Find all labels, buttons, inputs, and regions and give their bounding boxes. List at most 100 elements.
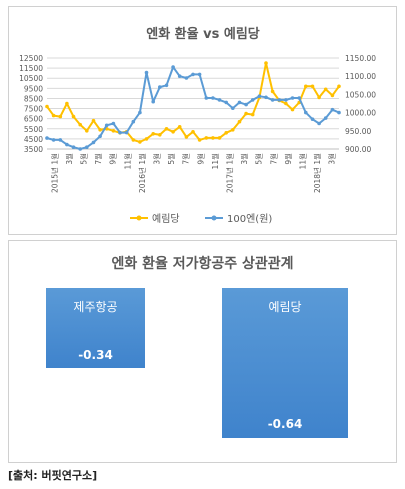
legend-marker-jpy100 (211, 215, 217, 221)
y-left-tick-label: 8500 (24, 94, 43, 103)
data-point-yearimdang (317, 95, 321, 100)
data-point-yearimdang (231, 128, 235, 132)
data-point-yearimdang (197, 138, 202, 142)
x-tick-label: 2018년 1월 (312, 153, 322, 193)
bar-jejuair: 제주항공 -0.34 (46, 288, 145, 368)
data-point-yearimdang (284, 101, 288, 106)
legend-label-jpy100: 100엔(원) (227, 213, 272, 225)
x-tick-label: 9월 (108, 153, 118, 165)
data-point-yearimdang (171, 130, 175, 134)
data-point-jpy100 (45, 136, 49, 140)
data-point-jpy100 (337, 110, 341, 115)
data-point-jpy100 (231, 106, 235, 110)
data-point-jpy100 (323, 116, 328, 120)
data-point-yearimdang (184, 135, 189, 139)
data-point-jpy100 (91, 140, 96, 145)
x-tick-label: 3월 (64, 153, 74, 165)
data-point-yearimdang (51, 113, 56, 118)
y-right-tick-label: 1000.00 (345, 109, 376, 118)
data-point-yearimdang (58, 114, 63, 119)
data-point-yearimdang (191, 130, 195, 134)
x-tick-label: 9월 (283, 153, 293, 165)
data-point-jpy100 (317, 121, 321, 126)
data-point-jpy100 (277, 98, 282, 102)
y-right-tick-label: 900.00 (345, 145, 371, 154)
data-point-jpy100 (250, 98, 255, 102)
data-point-jpy100 (131, 119, 136, 124)
x-tick-label: 2016년 1월 (137, 153, 147, 193)
data-point-jpy100 (164, 83, 169, 88)
data-point-yearimdang (138, 140, 142, 144)
data-point-yearimdang (237, 119, 242, 124)
bar-value-yearimdang: -0.64 (267, 417, 303, 431)
data-point-yearimdang (164, 127, 169, 131)
bar-label-yearimdang: 예림당 (268, 300, 302, 314)
data-point-jpy100 (184, 76, 189, 80)
data-point-yearimdang (45, 104, 49, 109)
data-point-yearimdang (264, 61, 268, 65)
data-point-jpy100 (197, 72, 202, 77)
data-point-jpy100 (310, 117, 315, 121)
x-tick-label: 11월 (210, 153, 220, 170)
data-point-jpy100 (151, 99, 155, 104)
y-left-tick-label: 12500 (19, 54, 43, 63)
y-right-tick-label: 1100.00 (345, 72, 376, 81)
y-left-tick-label: 9500 (24, 84, 43, 93)
data-point-jpy100 (224, 100, 228, 105)
data-point-yearimdang (71, 114, 76, 119)
data-point-yearimdang (290, 107, 295, 112)
x-tick-label: 7월 (93, 153, 103, 165)
data-point-yearimdang (158, 133, 162, 137)
data-point-jpy100 (177, 74, 182, 78)
y-left-tick-label: 4500 (24, 135, 43, 144)
data-point-yearimdang (310, 84, 315, 89)
y-left-tick-label: 7500 (24, 105, 43, 114)
y-left-tick-label: 6500 (24, 115, 43, 124)
data-point-yearimdang (323, 87, 328, 92)
x-tick-label: 7월 (181, 153, 191, 165)
x-tick-label: 11월 (122, 153, 132, 170)
data-point-jpy100 (330, 107, 335, 112)
data-point-jpy100 (297, 96, 302, 100)
data-point-jpy100 (78, 147, 82, 151)
chart-panel-yen-vs-yearimdang: 엔화 환율 vs 예림당 3500 4500 5500 6500 7500 8500 9500… (8, 6, 397, 235)
data-point-jpy100 (51, 138, 56, 142)
data-point-jpy100 (211, 96, 215, 100)
data-point-jpy100 (191, 72, 195, 77)
x-tick-label: 5월 (79, 153, 89, 165)
y-left-tick-label: 10500 (19, 74, 43, 83)
data-point-yearimdang (270, 89, 275, 94)
data-point-jpy100 (65, 142, 69, 147)
data-point-yearimdang (177, 125, 182, 129)
data-point-yearimdang (91, 118, 96, 123)
data-point-jpy100 (58, 138, 63, 142)
data-point-jpy100 (204, 96, 209, 100)
data-point-yearimdang (98, 128, 102, 132)
data-point-yearimdang (217, 136, 222, 140)
data-point-yearimdang (65, 101, 69, 106)
data-point-jpy100 (270, 98, 275, 102)
bar-yearimdang: 예림당 -0.64 (222, 288, 348, 438)
bar-label-jejuair: 제주항공 (73, 300, 118, 314)
x-tick-label: 5월 (254, 153, 264, 165)
y-right-tick-label: 950.00 (345, 127, 371, 136)
x-tick-label: 5월 (166, 153, 176, 165)
data-point-jpy100 (144, 70, 149, 75)
data-point-yearimdang (151, 132, 155, 136)
data-point-yearimdang (330, 93, 335, 98)
data-point-yearimdang (111, 129, 116, 133)
data-point-jpy100 (104, 123, 109, 128)
y-left-tick-label: 3500 (24, 145, 43, 154)
x-tick-label: 7월 (268, 153, 278, 165)
x-tick-label: 3월 (327, 153, 337, 165)
x-tick-label: 11월 (298, 153, 308, 170)
x-tick-label: 3월 (239, 153, 249, 165)
chart-panel-correlation: 엔화 환율 저가항공주 상관관계 제주항공 -0.34 예림당 -0.64 (8, 240, 397, 463)
data-point-jpy100 (264, 95, 268, 100)
data-point-yearimdang (131, 138, 136, 142)
data-point-yearimdang (337, 84, 341, 89)
chart-title: 엔화 환율 vs 예림당 (146, 26, 260, 42)
data-point-jpy100 (237, 100, 242, 105)
y-left-tick-label: 11500 (19, 64, 43, 73)
